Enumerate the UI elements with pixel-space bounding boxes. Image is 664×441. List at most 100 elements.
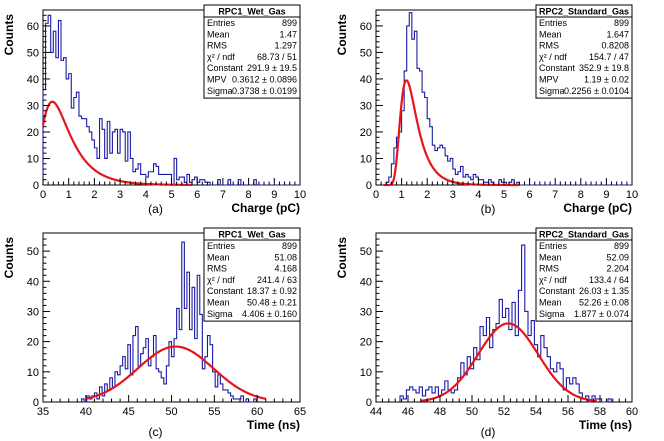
stats-label: Mean xyxy=(539,29,562,39)
stats-value: 0.8208 xyxy=(601,41,629,51)
stats-value: 26.03 ± 1.35 xyxy=(579,286,629,296)
histogram-bin xyxy=(156,369,159,402)
stats-label: Constant xyxy=(207,286,244,296)
panel-4: 44 46 48 50 52 54 56 58 60 0 10 20 30 40 50 Time (ns) Co… xyxy=(335,227,638,439)
histogram-outline xyxy=(81,241,257,403)
stats-value: 0.3738 ± 0.0199 xyxy=(232,86,297,96)
stats-value: 1.19 ± 0.02 xyxy=(584,75,629,85)
x-axis-title: Charge (pC) xyxy=(563,201,632,215)
stats-value: 1.297 xyxy=(274,41,297,51)
stats-box-frame xyxy=(203,4,301,99)
stats-value: 18.37 ± 0.92 xyxy=(247,286,297,296)
stats-value: 50.48 ± 0.21 xyxy=(247,298,297,308)
panel-3: 35 40 45 50 55 60 65 0 10 20 30 40 50 Time (ns) Counts… xyxy=(2,227,306,439)
y-axis-title: Counts xyxy=(335,237,349,279)
stats-label: χ² / ndf xyxy=(207,275,235,285)
stats-value: 52.26 ± 0.08 xyxy=(579,298,629,308)
x-tick-label: 56 xyxy=(562,406,574,418)
histogram-bin xyxy=(440,145,443,185)
stats-value: 4.168 xyxy=(274,264,297,274)
histogram-bin xyxy=(189,330,192,402)
histogram-bin xyxy=(105,158,108,185)
y-tick-label: 40 xyxy=(360,74,372,86)
stats-label: χ² / ndf xyxy=(539,52,567,62)
x-tick-label: 3 xyxy=(450,189,456,201)
x-tick-label: 4 xyxy=(475,189,481,201)
x-tick-label: 6 xyxy=(527,189,533,201)
y-tick-label: 20 xyxy=(360,127,372,139)
stats-label: MPV xyxy=(539,75,559,85)
x-tick-label: 60 xyxy=(251,406,263,418)
histogram-bin xyxy=(82,119,85,185)
x-tick-label: 0 xyxy=(373,189,379,201)
x-tick-label: 2 xyxy=(424,189,430,201)
histogram-bin xyxy=(138,366,141,402)
stats-label: RMS xyxy=(207,264,227,274)
histogram-bin xyxy=(202,369,205,402)
y-tick-label: 40 xyxy=(360,276,372,288)
histogram xyxy=(81,241,257,403)
panel-caption: (b) xyxy=(481,202,496,216)
stats-label: Entries xyxy=(207,18,236,28)
stats-label: RMS xyxy=(539,41,559,51)
y-axis-title: Counts xyxy=(2,14,16,56)
stats-title: RPC1_Wet_Gas xyxy=(218,230,285,240)
stats-value: 291.9 ± 19.5 xyxy=(247,63,297,73)
x-tick-label: 48 xyxy=(434,406,446,418)
y-axis-title: Counts xyxy=(2,237,16,279)
histogram-bin xyxy=(195,339,198,402)
histogram-bin xyxy=(51,52,54,185)
x-tick-label: 9 xyxy=(603,189,609,201)
fit-curve xyxy=(383,79,520,187)
x-tick-label: 46 xyxy=(402,406,414,418)
histogram-outline xyxy=(399,244,612,403)
stats-label: Sigma xyxy=(207,86,233,96)
stats-label: χ² / ndf xyxy=(539,275,567,285)
histogram-bin xyxy=(416,393,419,402)
y-tick-label: 30 xyxy=(27,100,39,112)
y-tick-label: 30 xyxy=(27,306,39,318)
x-tick-label: 9 xyxy=(271,189,277,201)
x-tick-label: 44 xyxy=(370,406,382,418)
stats-label: RMS xyxy=(539,264,559,274)
stats-box-frame xyxy=(203,227,301,322)
stats-value: 899 xyxy=(282,18,297,28)
stats-label: Entries xyxy=(207,241,236,251)
stats-value: 899 xyxy=(282,241,297,251)
histogram-bin xyxy=(110,153,113,185)
x-tick-label: 1 xyxy=(399,189,405,201)
stats-value: 154.7 / 47 xyxy=(589,52,629,62)
histogram-bin xyxy=(432,145,435,185)
stats-label: Sigma xyxy=(207,309,233,319)
histogram-bin xyxy=(87,127,90,185)
fit-curve xyxy=(85,345,266,400)
x-tick-label: 2 xyxy=(91,189,97,201)
stats-label: Constant xyxy=(539,63,576,73)
stats-label: Sigma xyxy=(539,86,565,96)
stats-label: Mean xyxy=(207,252,230,262)
histogram-bin xyxy=(71,108,74,185)
x-tick-label: 10 xyxy=(294,189,306,201)
y-tick-label: 60 xyxy=(27,21,39,33)
y-tick-label: 20 xyxy=(360,337,372,349)
x-tick-label: 45 xyxy=(123,406,135,418)
panel-2: 0 1 2 3 4 5 6 7 8 9 10 0 10 20 30 40 50 60 Charge (pC) Coun… xyxy=(335,4,638,216)
histogram-bin xyxy=(125,369,128,402)
x-tick-label: 0 xyxy=(40,189,46,201)
stats-label: Constant xyxy=(207,63,244,73)
histogram-bin xyxy=(563,390,566,402)
histogram-bin xyxy=(509,330,512,402)
histogram-bin xyxy=(184,308,187,402)
histogram-bin xyxy=(515,336,518,402)
y-tick-label: 60 xyxy=(360,21,372,33)
stats-title: RPC2_Standard_Gas xyxy=(539,7,629,17)
histogram-bin xyxy=(215,387,218,402)
stats-value: 899 xyxy=(614,18,629,28)
y-tick-label: 30 xyxy=(360,306,372,318)
histogram-bin xyxy=(148,366,151,402)
fit-curve xyxy=(41,100,193,186)
histogram-bin xyxy=(84,119,87,185)
histogram-bin xyxy=(538,357,541,402)
x-axis-title: Time (ns) xyxy=(579,418,632,432)
